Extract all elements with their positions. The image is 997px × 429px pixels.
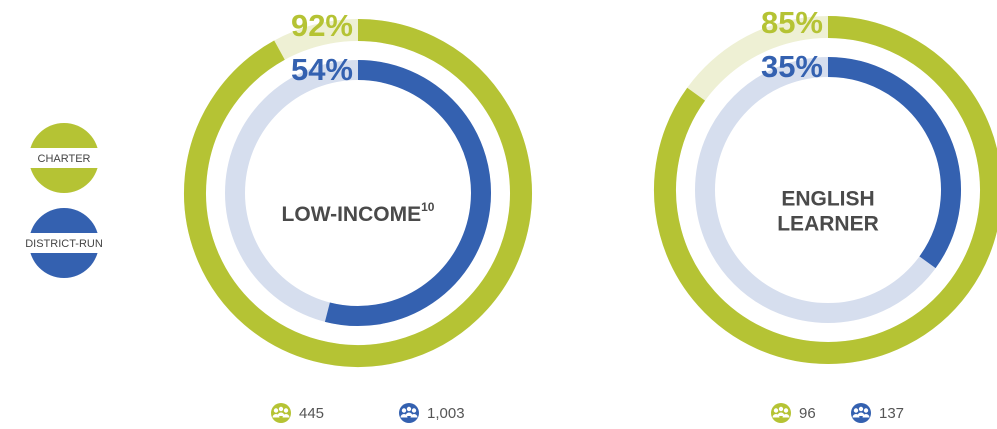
icon-head xyxy=(401,408,407,413)
icon-head xyxy=(773,408,779,413)
legend-band xyxy=(20,148,108,168)
icon-body xyxy=(405,412,413,416)
icon-head xyxy=(411,408,417,413)
value-label: 92% xyxy=(291,8,353,43)
icon-body xyxy=(857,412,865,416)
icon-head xyxy=(278,406,284,412)
icon-head xyxy=(863,408,869,413)
count-label: 137 xyxy=(879,405,904,422)
value-label: 85% xyxy=(761,5,823,40)
icon-head xyxy=(273,408,279,413)
value-label: 54% xyxy=(291,52,353,87)
icon-head xyxy=(858,406,864,412)
icon-body xyxy=(777,412,785,416)
icon-body xyxy=(277,412,285,416)
ring-arc xyxy=(184,19,532,367)
value-label: 35% xyxy=(761,49,823,84)
center-title: ENGLISH xyxy=(781,187,874,210)
title-note: 10 xyxy=(421,200,435,214)
icon-head xyxy=(853,408,859,413)
ring-arc xyxy=(654,16,997,364)
legend-label: CHARTER xyxy=(38,153,91,165)
center-title: LEARNER xyxy=(777,212,879,235)
icon-head xyxy=(406,406,412,412)
title-text: ENGLISH xyxy=(781,187,874,210)
count-icon xyxy=(399,403,419,423)
legend-label: DISTRICT-RUN xyxy=(25,238,103,250)
title-text: LOW-INCOME xyxy=(282,203,422,226)
ring-arc xyxy=(324,60,491,326)
center-title: LOW-INCOME10 xyxy=(282,200,435,225)
icon-head xyxy=(783,408,789,413)
count-label: 1,003 xyxy=(427,405,465,422)
legend-band xyxy=(20,233,108,253)
count-icon xyxy=(771,403,791,423)
count-label: 96 xyxy=(799,405,816,422)
count-icon xyxy=(271,403,291,423)
icon-head xyxy=(283,408,289,413)
icon-head xyxy=(778,406,784,412)
count-icon xyxy=(851,403,871,423)
title-text: LEARNER xyxy=(777,212,879,235)
count-label: 445 xyxy=(299,405,324,422)
ring-arc xyxy=(827,57,961,269)
